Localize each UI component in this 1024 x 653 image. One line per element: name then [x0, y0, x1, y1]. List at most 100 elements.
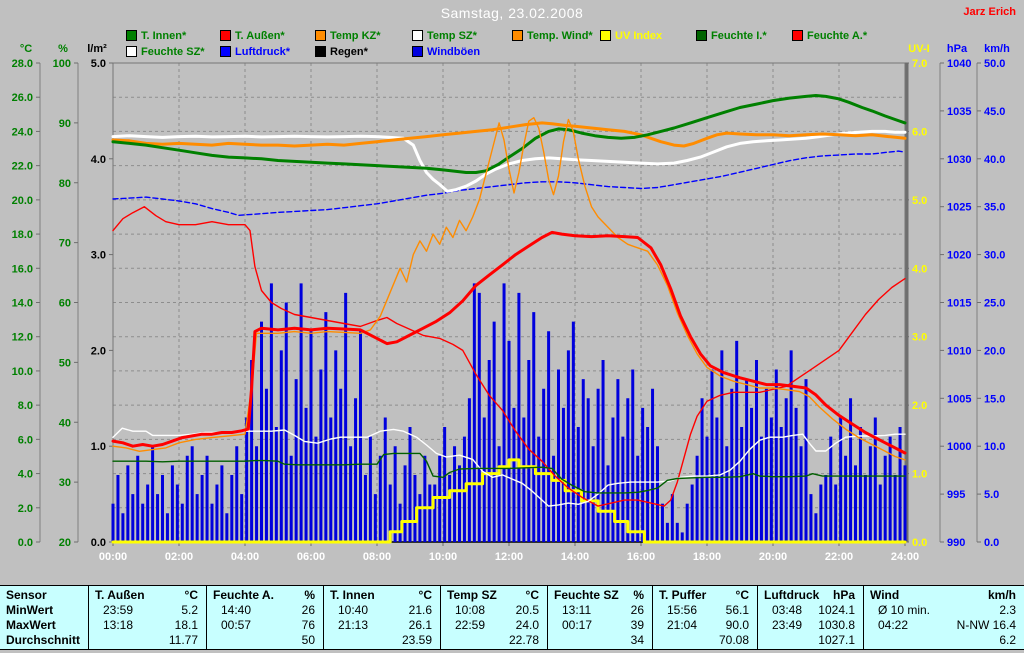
weather-chart-canvas: °C 0.0 2.0 4.0 6.0 8.0 10.0 12.0 14.0 16.0 18.0 20.…	[12, 43, 1011, 563]
axis-tick-label-lm2: 2.0	[91, 345, 106, 357]
axis-tick-label-degC: 14.0	[12, 298, 33, 310]
avg-spacer	[324, 633, 338, 648]
axis-tick-label-pct: 50	[59, 357, 71, 369]
x-tick-label: 18:00	[693, 551, 721, 563]
axis-tick-label-hpa: 1015	[947, 298, 971, 310]
x-tick-label: 20:00	[759, 551, 787, 563]
legend-label: Temp SZ*	[427, 29, 477, 42]
axis-tick-label-degC: 4.0	[18, 469, 33, 481]
min-value: 56.1	[725, 603, 749, 617]
axis-tick-label-uv: 2.0	[912, 400, 927, 412]
legend-item-feuchte-a: Feuchte A.*	[792, 29, 867, 42]
axis-tick-label-degC: 10.0	[12, 366, 33, 378]
table-row-min: 10:08 20.5	[441, 603, 547, 618]
axis-tick-label-uv: 4.0	[912, 263, 927, 275]
x-tick-label: 16:00	[627, 551, 655, 563]
legend-label: T. Innen*	[141, 29, 187, 42]
axis-tick-label-hpa: 990	[947, 537, 965, 549]
x-tick-label: 08:00	[363, 551, 391, 563]
legend-swatch-regen	[315, 46, 326, 57]
avg-value: 22.78	[508, 633, 539, 647]
legend-item-regen: Regen*	[315, 45, 368, 58]
series-feuchte-a	[112, 205, 906, 507]
table-row-max: 00:17 39	[548, 618, 652, 633]
legend-label: Feuchte A.*	[807, 29, 868, 42]
table-column-wind: Wind km/h Ø 10 min. 2.3 04:22 N-NW 16.4 6.2	[863, 586, 1024, 649]
legend-label: Windböen	[427, 45, 481, 58]
avg-spacer	[441, 633, 455, 648]
series-feuchte-sz	[112, 427, 906, 507]
axis-tick-label-kmh: 35.0	[984, 202, 1005, 214]
min-value: 26	[301, 603, 315, 617]
axis-tick-label-degC: 20.0	[12, 195, 33, 207]
table-column-feuchte-sz: Feuchte SZ% 13:11 26 00:17 39 34	[547, 586, 652, 649]
x-tick-label: 06:00	[297, 551, 325, 563]
table-header: Wind km/h	[864, 588, 1024, 603]
signature-label: Jarz Erich	[963, 6, 1016, 18]
legend-item-temp-kz: Temp KZ*	[315, 29, 381, 42]
axis-tick-label-pct: 60	[59, 298, 71, 310]
sensor-unit: %	[304, 588, 315, 602]
series-temp-wind	[112, 116, 906, 461]
min-time: Ø 10 min.	[878, 603, 931, 617]
table-column-labels: Sensor MinWert MaxWert Durchschnitt	[0, 586, 88, 649]
max-value: 90.0	[725, 618, 749, 632]
axis-tick-label-kmh: 50.0	[984, 58, 1005, 70]
axis-tick-label-uv: 5.0	[912, 195, 927, 207]
legend-label: T. Außen*	[235, 29, 285, 42]
x-tick-label: 24:00	[891, 551, 919, 563]
legend-label: Feuchte I.*	[711, 29, 767, 42]
sensor-name: T. Innen	[330, 588, 375, 602]
table-row-min: 10:40 21.6	[324, 603, 440, 618]
avg-value: 11.77	[168, 633, 198, 647]
legend-label: Temp KZ*	[330, 29, 381, 42]
sensor-name: Wind	[870, 588, 900, 602]
axis-tick-label-degC: 28.0	[12, 58, 33, 70]
table-row-max: 23:49 1030.8	[758, 618, 863, 633]
legend-swatch-feuchte-sz	[126, 46, 137, 57]
table-row-avg: 50	[207, 633, 323, 648]
legend-item-luftdruck: Luftdruck*	[220, 45, 290, 58]
avg-spacer	[207, 633, 221, 648]
axis-tick-label-hpa: 995	[947, 489, 965, 501]
axis-tick-label-hpa: 1000	[947, 441, 971, 453]
sensor-unit: hPa	[832, 588, 855, 602]
axis-unit-uv: UV-I	[908, 43, 929, 55]
min-time: 13:11	[562, 603, 592, 617]
legend-swatch-feuchte-i	[696, 30, 707, 41]
axis-unit-degC: °C	[20, 43, 32, 55]
max-value: 26.1	[408, 618, 432, 632]
table-row-label: MinWert	[0, 603, 88, 618]
sensor-unit: %	[633, 588, 644, 602]
page-title: Samstag, 23.02.2008	[440, 5, 584, 21]
min-time: 15:56	[667, 603, 698, 617]
legend-swatch-feuchte-a	[792, 30, 803, 41]
axis-tick-label-hpa: 1005	[947, 393, 971, 405]
axis-tick-label-kmh: 25.0	[984, 298, 1005, 310]
axis-tick-label-degC: 24.0	[12, 126, 33, 138]
axis-tick-label-pct: 70	[59, 238, 71, 250]
row-label: MaxWert	[6, 618, 56, 632]
x-tick-label: 00:00	[99, 551, 127, 563]
series-t-au-en	[111, 230, 907, 455]
axis-tick-label-hpa: 1030	[947, 154, 971, 166]
axis-tick-label-pct: 80	[59, 178, 71, 190]
avg-value: 23.59	[401, 633, 432, 647]
sensor-unit: km/h	[987, 588, 1016, 602]
axis-tick-label-degC: 18.0	[12, 229, 33, 241]
axis-tick-label-lm2: 5.0	[91, 58, 106, 70]
legend-swatch-temp-sz	[412, 30, 423, 41]
legend-item-feuchte-i: Feuchte I.*	[696, 29, 767, 42]
min-time: 23:59	[103, 603, 134, 617]
table-row-max: 21:13 26.1	[324, 618, 440, 633]
table-row-avg: 11.77	[89, 633, 206, 648]
series-t-innen	[111, 94, 907, 174]
x-tick-label: 14:00	[561, 551, 589, 563]
max-time: 04:22	[878, 618, 909, 632]
axis-tick-label-kmh: 45.0	[984, 106, 1005, 118]
table-row-max: 13:18 18.1	[89, 618, 206, 633]
legend-item-feuchte-sz: Feuchte SZ*	[126, 45, 205, 58]
axis-tick-label-hpa: 1040	[947, 58, 971, 70]
avg-value: 70.08	[718, 633, 749, 647]
